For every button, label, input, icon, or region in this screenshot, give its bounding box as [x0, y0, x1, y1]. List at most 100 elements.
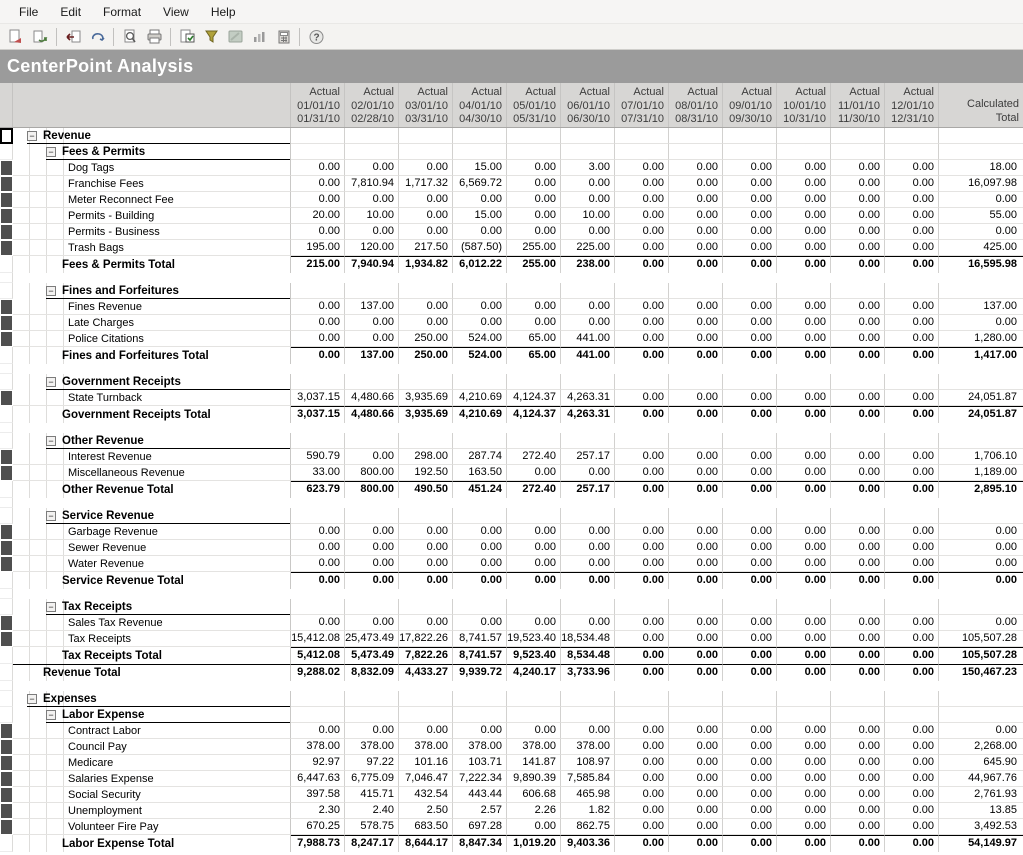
- cell-month-3[interactable]: 101.16: [399, 755, 453, 771]
- cell-month-1[interactable]: 670.25: [291, 819, 345, 835]
- cell-month-7[interactable]: 0.00: [615, 176, 669, 192]
- cell-month-5[interactable]: 65.00: [507, 331, 561, 347]
- cell-month-4[interactable]: 15.00: [453, 160, 507, 176]
- cell-month-2[interactable]: 4,480.66: [345, 390, 399, 406]
- cell-month-12[interactable]: 0.00: [885, 524, 939, 540]
- cell-month-12[interactable]: 0.00: [885, 615, 939, 631]
- cell-month-10[interactable]: 0.00: [777, 299, 831, 315]
- cell-month-9[interactable]: 0.00: [723, 224, 777, 240]
- cell-month-6[interactable]: 0.00: [561, 192, 615, 208]
- cell-month-1[interactable]: 2.30: [291, 803, 345, 819]
- cell-month-3[interactable]: 0.00: [399, 615, 453, 631]
- cell-month-5[interactable]: 0.00: [507, 556, 561, 572]
- cell-month-8[interactable]: 0.00: [669, 615, 723, 631]
- toolbar-import-icon[interactable]: [62, 27, 84, 47]
- cell-month-8[interactable]: 0.00: [669, 556, 723, 572]
- cell-month-5[interactable]: 0.00: [507, 819, 561, 835]
- cell-month-11[interactable]: 0.00: [831, 556, 885, 572]
- cell-month-4[interactable]: 0.00: [453, 615, 507, 631]
- cell-month-12[interactable]: 0.00: [885, 723, 939, 739]
- cell-month-1[interactable]: 0.00: [291, 315, 345, 331]
- cell-month-12[interactable]: 0.00: [885, 224, 939, 240]
- cell-month-2[interactable]: 6,775.09: [345, 771, 399, 787]
- cell-month-4[interactable]: 524.00: [453, 331, 507, 347]
- cell-month-3[interactable]: 2.50: [399, 803, 453, 819]
- cell-month-12[interactable]: 0.00: [885, 176, 939, 192]
- cell-month-11[interactable]: 0.00: [831, 315, 885, 331]
- cell-month-2[interactable]: 800.00: [345, 465, 399, 481]
- cell-month-5[interactable]: 0.00: [507, 723, 561, 739]
- cell-calculated-total[interactable]: 0.00: [939, 315, 1023, 331]
- toolbar-help-icon[interactable]: ?: [305, 27, 327, 47]
- cell-month-8[interactable]: 0.00: [669, 315, 723, 331]
- cell-month-7[interactable]: 0.00: [615, 723, 669, 739]
- cell-month-12[interactable]: 0.00: [885, 331, 939, 347]
- cell-calculated-total[interactable]: 0.00: [939, 224, 1023, 240]
- cell-calculated-total[interactable]: 55.00: [939, 208, 1023, 224]
- cell-month-7[interactable]: 0.00: [615, 615, 669, 631]
- cell-month-11[interactable]: 0.00: [831, 240, 885, 256]
- cell-month-1[interactable]: 0.00: [291, 723, 345, 739]
- cell-month-6[interactable]: 0.00: [561, 615, 615, 631]
- cell-month-5[interactable]: 0.00: [507, 176, 561, 192]
- cell-month-10[interactable]: 0.00: [777, 176, 831, 192]
- cell-month-8[interactable]: 0.00: [669, 299, 723, 315]
- cell-month-1[interactable]: 0.00: [291, 540, 345, 556]
- cell-month-2[interactable]: 0.00: [345, 315, 399, 331]
- cell-month-12[interactable]: 0.00: [885, 739, 939, 755]
- cell-month-11[interactable]: 0.00: [831, 449, 885, 465]
- cell-month-8[interactable]: 0.00: [669, 449, 723, 465]
- cell-month-11[interactable]: 0.00: [831, 524, 885, 540]
- cell-calculated-total[interactable]: 0.00: [939, 615, 1023, 631]
- cell-month-4[interactable]: 0.00: [453, 556, 507, 572]
- cell-month-11[interactable]: 0.00: [831, 739, 885, 755]
- cell-month-12[interactable]: 0.00: [885, 465, 939, 481]
- row-selector[interactable]: [0, 331, 13, 347]
- cell-month-7[interactable]: 0.00: [615, 524, 669, 540]
- cell-month-8[interactable]: 0.00: [669, 160, 723, 176]
- cell-month-10[interactable]: 0.00: [777, 390, 831, 406]
- cell-month-7[interactable]: 0.00: [615, 540, 669, 556]
- cell-month-6[interactable]: 10.00: [561, 208, 615, 224]
- cell-month-9[interactable]: 0.00: [723, 803, 777, 819]
- row-selector[interactable]: [0, 803, 13, 819]
- cell-month-6[interactable]: 0.00: [561, 299, 615, 315]
- cell-month-10[interactable]: 0.00: [777, 240, 831, 256]
- cell-month-4[interactable]: 15.00: [453, 208, 507, 224]
- row-selector[interactable]: [0, 299, 13, 315]
- cell-month-10[interactable]: 0.00: [777, 615, 831, 631]
- cell-month-6[interactable]: 18,534.48: [561, 631, 615, 647]
- cell-month-3[interactable]: 0.00: [399, 524, 453, 540]
- cell-calculated-total[interactable]: 2,268.00: [939, 739, 1023, 755]
- collapse-icon[interactable]: −: [46, 146, 56, 157]
- cell-month-12[interactable]: 0.00: [885, 755, 939, 771]
- cell-month-3[interactable]: 250.00: [399, 331, 453, 347]
- cell-month-1[interactable]: 0.00: [291, 524, 345, 540]
- cell-month-1[interactable]: 0.00: [291, 224, 345, 240]
- cell-month-7[interactable]: 0.00: [615, 240, 669, 256]
- cell-calculated-total[interactable]: 137.00: [939, 299, 1023, 315]
- cell-month-1[interactable]: 92.97: [291, 755, 345, 771]
- cell-month-5[interactable]: 0.00: [507, 524, 561, 540]
- cell-month-2[interactable]: 0.00: [345, 192, 399, 208]
- cell-month-11[interactable]: 0.00: [831, 540, 885, 556]
- cell-month-10[interactable]: 0.00: [777, 208, 831, 224]
- cell-month-6[interactable]: 378.00: [561, 739, 615, 755]
- cell-month-2[interactable]: 0.00: [345, 540, 399, 556]
- cell-calculated-total[interactable]: 425.00: [939, 240, 1023, 256]
- row-selector[interactable]: [0, 787, 13, 803]
- cell-month-8[interactable]: 0.00: [669, 331, 723, 347]
- menu-edit[interactable]: Edit: [60, 4, 82, 19]
- cell-month-5[interactable]: 0.00: [507, 208, 561, 224]
- cell-month-3[interactable]: 683.50: [399, 819, 453, 835]
- cell-month-8[interactable]: 0.00: [669, 240, 723, 256]
- cell-month-10[interactable]: 0.00: [777, 315, 831, 331]
- cell-month-3[interactable]: 192.50: [399, 465, 453, 481]
- cell-month-9[interactable]: 0.00: [723, 299, 777, 315]
- row-selector[interactable]: [0, 771, 13, 787]
- cell-calculated-total[interactable]: 13.85: [939, 803, 1023, 819]
- cell-month-4[interactable]: 697.28: [453, 819, 507, 835]
- cell-month-5[interactable]: 2.26: [507, 803, 561, 819]
- cell-month-8[interactable]: 0.00: [669, 208, 723, 224]
- cell-month-3[interactable]: 0.00: [399, 160, 453, 176]
